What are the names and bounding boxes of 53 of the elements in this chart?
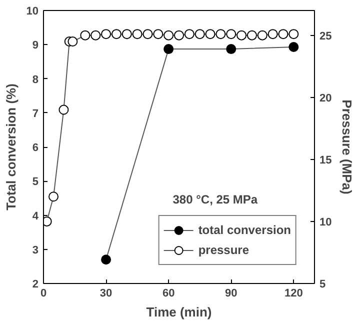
point	[288, 42, 299, 52]
point	[194, 29, 205, 40]
point	[205, 29, 216, 40]
y-tick-label: 3	[32, 244, 39, 256]
x-tick-label: 90	[225, 288, 238, 300]
y2-axis-title: Pressure (MPa)	[340, 100, 355, 194]
y-tick-label: 10	[26, 6, 39, 18]
point	[164, 44, 174, 54]
y-tick-label: 6	[32, 142, 39, 154]
x-tick-label: 0	[40, 288, 47, 300]
point	[236, 30, 247, 40]
y2-tick-label: 15	[320, 154, 332, 166]
point	[122, 29, 132, 40]
y-tick-label: 5	[32, 176, 39, 188]
y2-tick-label: 10	[320, 216, 332, 228]
point	[246, 30, 257, 40]
x-axis-title: Time (min)	[146, 304, 212, 320]
y-tick-label: 7	[32, 108, 39, 120]
point	[164, 30, 174, 40]
point	[101, 29, 112, 40]
point	[184, 29, 194, 40]
point	[268, 29, 278, 40]
point	[68, 36, 78, 47]
y-tick-label: 8	[32, 74, 39, 86]
y-axis-title: Total conversion (%)	[3, 84, 18, 210]
point	[80, 30, 90, 40]
point	[226, 44, 236, 54]
annotation: 380 °C, 25 MPa	[172, 192, 258, 207]
y2-tick-label: 20	[320, 92, 332, 104]
legend-label: pressure	[198, 243, 250, 257]
y2-tick-label: 25	[320, 30, 332, 42]
point	[48, 192, 59, 202]
legend-label: total conversion	[198, 223, 291, 237]
x-tick-label: 120	[284, 288, 303, 300]
point	[153, 29, 164, 40]
y-tick-label: 2	[32, 278, 39, 290]
point	[90, 30, 101, 40]
y-tick-label: 9	[32, 40, 39, 52]
y2-tick-label: 5	[320, 278, 326, 290]
point	[142, 29, 153, 40]
point	[111, 29, 122, 40]
point	[132, 29, 142, 40]
point	[101, 254, 112, 265]
x-tick-label: 30	[100, 288, 112, 300]
point	[278, 29, 288, 40]
x-tick-label: 60	[162, 288, 175, 300]
point	[174, 30, 184, 40]
point	[216, 29, 226, 40]
point	[288, 29, 299, 40]
point	[226, 29, 236, 40]
point	[257, 30, 268, 40]
point	[58, 104, 69, 115]
y-tick-label: 4	[32, 210, 40, 222]
